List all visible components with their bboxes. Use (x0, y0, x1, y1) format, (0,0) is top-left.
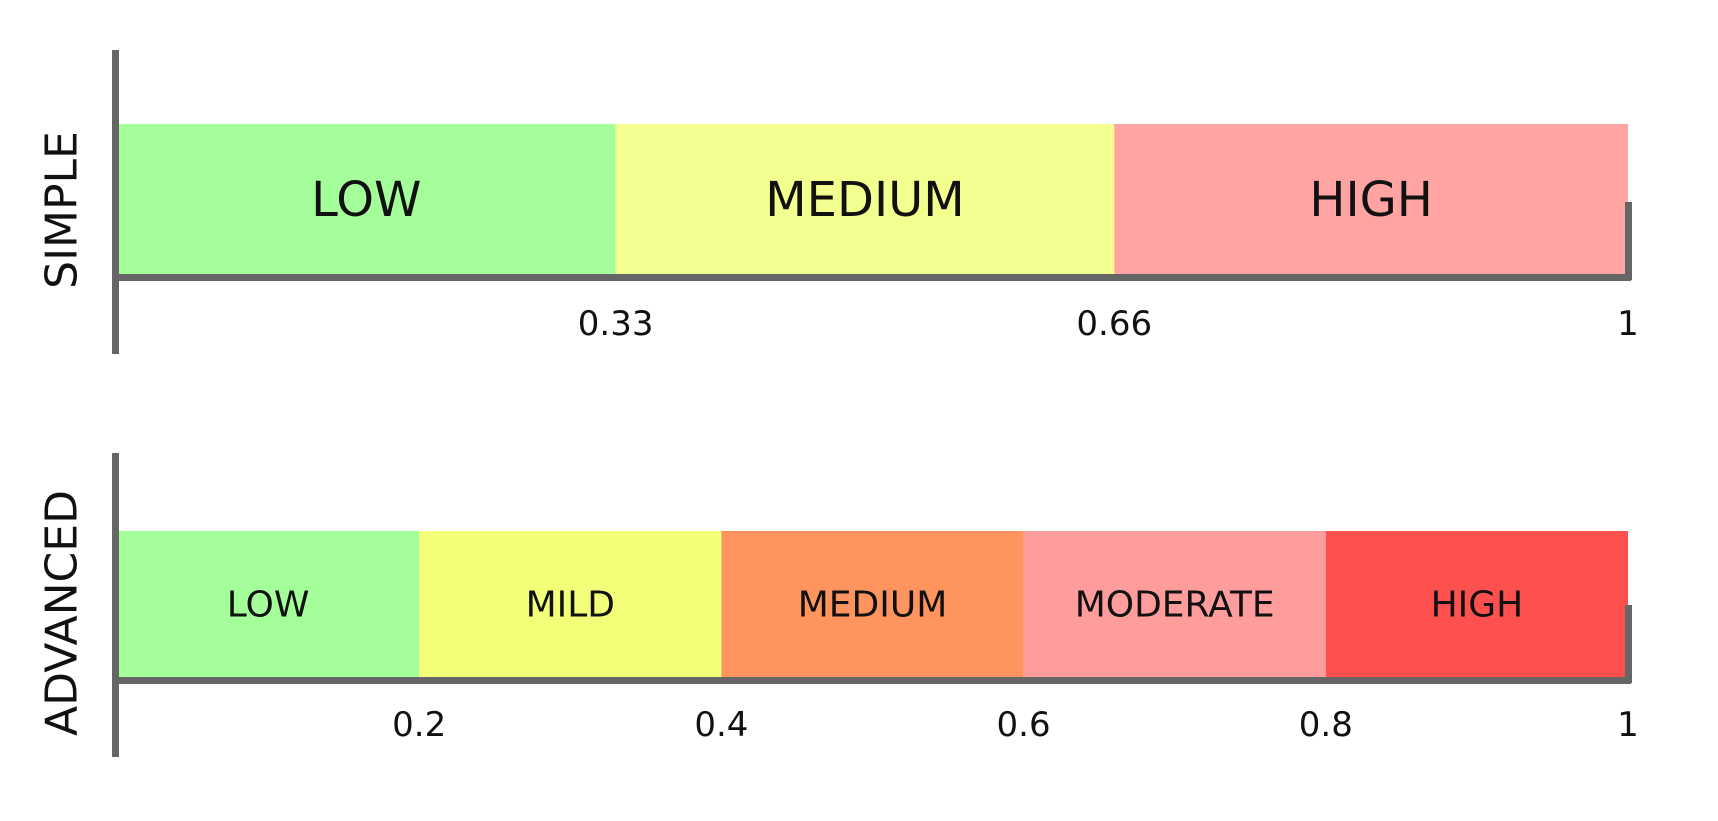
scale-advanced-baseline (112, 677, 1631, 684)
scale-simple-vertical-axis (112, 50, 119, 354)
scale-simple-end-tick (1625, 202, 1632, 280)
scale-advanced-tick-label: 0.8 (1299, 705, 1353, 745)
scale-advanced-tick-label: 1 (1617, 705, 1639, 745)
scale-advanced-title: ADVANCED (37, 490, 88, 736)
scale-simple-band-low (117, 124, 616, 276)
scale-advanced-end-tick (1625, 605, 1632, 683)
scale-advanced-band-label: LOW (227, 585, 310, 626)
scale-advanced-tick-label: 0.6 (997, 705, 1051, 745)
scale-simple-band-label: LOW (311, 172, 421, 228)
scale-advanced-band-label: MEDIUM (798, 585, 948, 626)
scale-simple-title: SIMPLE (37, 131, 88, 289)
scale-advanced-vertical-axis (112, 453, 119, 757)
scale-advanced-band-label: MODERATE (1075, 585, 1275, 626)
scale-advanced-band-moderate (1023, 531, 1326, 679)
scale-advanced-band-mild (419, 531, 722, 679)
scale-simple-band-label: HIGH (1309, 172, 1433, 228)
scale-advanced-band-high (1325, 531, 1628, 679)
scale-simple-band-high (1114, 124, 1628, 276)
scale-advanced-band-medium (721, 531, 1024, 679)
scale-simple-tick-label: 0.33 (578, 304, 654, 344)
scale-simple-baseline (112, 274, 1631, 281)
scale-simple-band-medium (615, 124, 1115, 276)
scale-advanced-band-label: HIGH (1431, 585, 1524, 626)
scale-advanced-band-low (117, 531, 420, 679)
scale-simple-tick-label: 1 (1617, 304, 1639, 344)
scale-advanced-tick-label: 0.2 (392, 705, 446, 745)
scale-simple-tick-label: 0.66 (1076, 304, 1152, 344)
scale-advanced-tick-label: 0.4 (694, 705, 748, 745)
scale-advanced-band-label: MILD (526, 585, 615, 626)
scale-simple-band-label: MEDIUM (765, 172, 964, 228)
